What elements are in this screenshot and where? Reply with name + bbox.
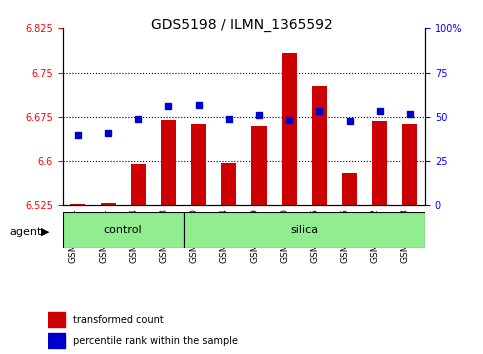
Bar — [312, 86, 327, 205]
Bar — [402, 125, 417, 205]
Bar — [282, 53, 297, 205]
Text: control: control — [104, 225, 142, 235]
Bar — [372, 121, 387, 205]
Text: ▶: ▶ — [41, 227, 50, 237]
Bar — [191, 125, 206, 205]
FancyBboxPatch shape — [184, 212, 425, 248]
Bar — [71, 204, 85, 205]
Bar — [100, 203, 115, 205]
Text: GDS5198 / ILMN_1365592: GDS5198 / ILMN_1365592 — [151, 18, 332, 32]
Text: transformed count: transformed count — [73, 315, 164, 325]
Text: agent: agent — [10, 227, 42, 237]
Bar — [48, 333, 65, 348]
Bar — [342, 173, 357, 205]
FancyBboxPatch shape — [63, 212, 184, 248]
Bar — [221, 164, 236, 205]
Text: silica: silica — [290, 225, 318, 235]
Bar — [131, 164, 146, 205]
Bar — [48, 312, 65, 327]
Text: percentile rank within the sample: percentile rank within the sample — [73, 336, 238, 346]
Bar — [161, 120, 176, 205]
Bar — [252, 126, 267, 205]
